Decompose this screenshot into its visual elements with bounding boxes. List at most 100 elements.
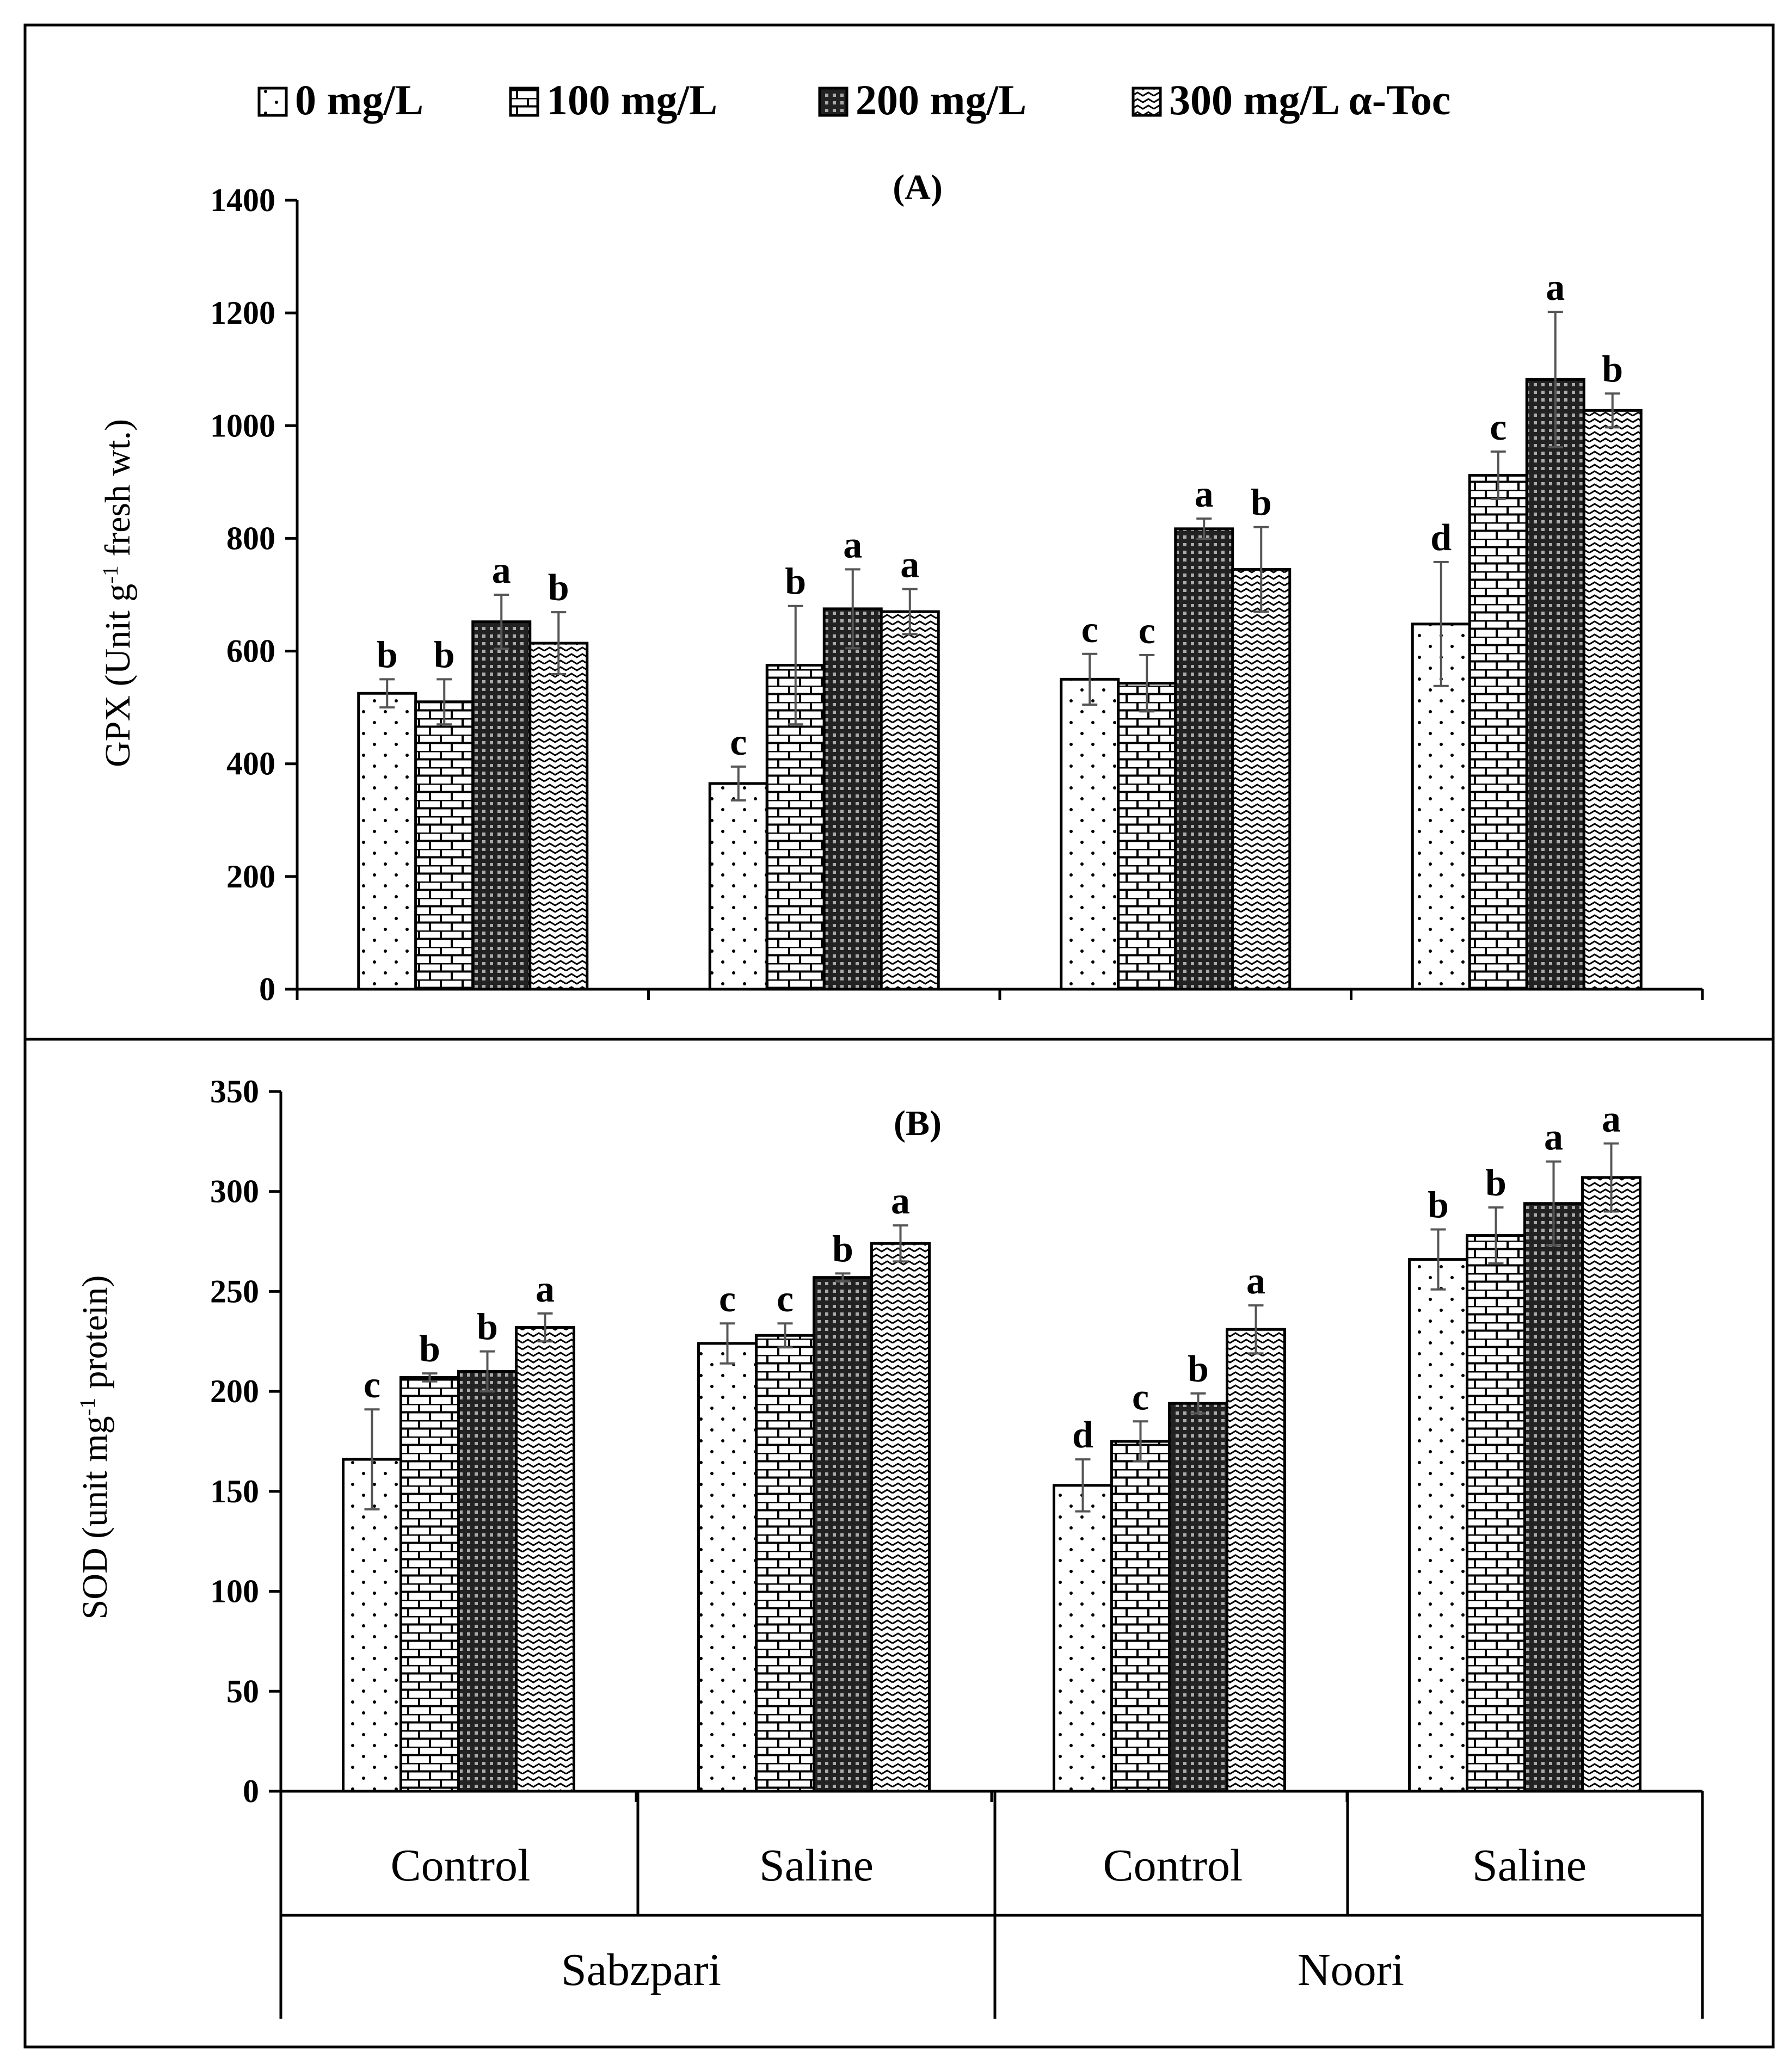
plot-a-letter-0mg-2: c <box>1081 609 1098 651</box>
legend: 0 mg/L 100 mg/L 200 mg/L 300 mg/L α-Toc <box>257 76 1450 124</box>
plot-b-bar-300mg-3 <box>1581 1176 1641 1793</box>
plot-a-ytick-label: 1200 <box>210 295 275 331</box>
plot-a-ytick-label: 400 <box>226 746 275 782</box>
plot-a-bar-100mg-3 <box>1468 473 1528 991</box>
plot-b-bar-200mg-1 <box>813 1276 873 1793</box>
plot-a-letter-300mg-1: a <box>900 544 919 586</box>
category-table <box>279 1791 1704 2019</box>
legend-label-300mg: 300 mg/L α-Toc <box>1169 76 1450 124</box>
plot-a-bar-0mg-0 <box>357 692 417 991</box>
plot-b-letter-200mg-2: b <box>1188 1348 1209 1390</box>
plot-a-bar-200mg-3 <box>1525 378 1585 991</box>
legend-label-100mg: 100 mg/L <box>546 76 717 124</box>
plot-a-ytick-label: 1000 <box>210 408 275 443</box>
plot-a-ytick-label: 1400 <box>210 182 275 218</box>
plot-a-bar-100mg-2 <box>1117 682 1177 991</box>
plot-b-ytick-label: 0 <box>243 1773 259 1809</box>
plot-b-bar-0mg-1 <box>697 1342 758 1793</box>
plot-a-letter-100mg-0: b <box>434 634 455 676</box>
plot-b-bar-300mg-0 <box>515 1326 575 1793</box>
legend-item-100mg: 100 mg/L <box>509 76 717 124</box>
plot-a-letter-200mg-1: a <box>843 524 862 566</box>
plot-a-letter-100mg-2: c <box>1139 610 1155 652</box>
plot-a-bar-300mg-2 <box>1231 568 1292 991</box>
plot-b-letter-100mg-1: c <box>777 1278 794 1320</box>
legend-label-0mg: 0 mg/L <box>295 76 423 124</box>
plot-b-letter-200mg-0: b <box>477 1306 498 1348</box>
plot-b-letter-300mg-2: a <box>1246 1260 1265 1302</box>
xcat-sabzpari-control: Control <box>391 1840 531 1891</box>
plot-b-letter-200mg-3: a <box>1544 1117 1563 1158</box>
plot-a-letter-300mg-0: b <box>548 567 569 609</box>
plot-a-letter-0mg-3: d <box>1430 517 1452 559</box>
plot-a-letter-200mg-0: a <box>492 550 511 591</box>
plot-a-bar-100mg-0 <box>414 700 475 991</box>
plot-a-letter-300mg-2: b <box>1251 482 1272 524</box>
xcat-noori-control: Control <box>1103 1840 1243 1891</box>
plot-b-ytick-label: 250 <box>210 1273 259 1309</box>
plot-b-letter-0mg-3: b <box>1428 1185 1449 1226</box>
plot-b-letter-300mg-3: a <box>1602 1099 1621 1140</box>
plot-b-letter-100mg-0: b <box>419 1328 440 1370</box>
plot-b-letter-100mg-2: c <box>1132 1376 1149 1418</box>
group-noori: Noori <box>1298 1945 1404 1995</box>
plot-b-ytick-label: 150 <box>210 1473 259 1509</box>
plot-a-bar-0mg-2 <box>1060 677 1120 991</box>
plot-a-bar-200mg-0 <box>471 620 532 991</box>
plot-a-letter-0mg-1: c <box>730 721 747 763</box>
plot-b-letter-300mg-0: a <box>536 1268 555 1310</box>
plot-b-bar-300mg-2 <box>1226 1328 1286 1793</box>
plot-a-ytick-label: 0 <box>259 971 275 1007</box>
plot-b-bar-100mg-1 <box>755 1334 815 1793</box>
plot-b-bar-0mg-2 <box>1053 1484 1113 1793</box>
plot-b-ytick-label: 300 <box>210 1174 259 1210</box>
plot-b-bar-100mg-3 <box>1466 1234 1526 1793</box>
plot-b-bar-200mg-3 <box>1523 1202 1584 1793</box>
legend-item-300mg: 300 mg/L α-Toc <box>1132 76 1450 124</box>
plot-a-letter-100mg-1: b <box>785 561 806 603</box>
plot-a-bar-200mg-2 <box>1174 527 1234 991</box>
legend-item-200mg: 200 mg/L <box>818 76 1026 124</box>
plot-a-letter-0mg-0: b <box>377 634 398 676</box>
plot-b-bar-100mg-0 <box>399 1376 460 1793</box>
plot-b-bar-0mg-3 <box>1408 1258 1468 1793</box>
plot-a-bar-200mg-1 <box>822 607 883 991</box>
plot-a-ytick-label: 800 <box>226 520 275 556</box>
plot-a-letter-300mg-3: b <box>1602 348 1623 390</box>
plot-a-bar-300mg-3 <box>1582 409 1643 991</box>
panel-b-ylabel: SOD (unit mg-1 protein) <box>75 1275 115 1620</box>
plot-b-bar-100mg-2 <box>1110 1440 1171 1793</box>
panel-a-ylabel: GPX (Unit g-1 fresh wt.) <box>98 419 138 767</box>
plot-a-bar-0mg-1 <box>708 782 768 991</box>
xcat-noori-saline: Saline <box>1472 1840 1587 1891</box>
plot-b-letter-0mg-0: c <box>364 1364 380 1406</box>
plot-b-letter-300mg-1: a <box>891 1180 910 1222</box>
legend-label-200mg: 200 mg/L <box>856 76 1026 124</box>
plot-b-ytick-label: 100 <box>210 1574 259 1609</box>
panel-a-title: (A) <box>893 168 943 207</box>
plot-b-letter-0mg-2: d <box>1072 1414 1093 1456</box>
legend-item-0mg: 0 mg/L <box>257 76 423 124</box>
plot-b-ytick-label: 200 <box>210 1373 259 1409</box>
plot-a-bar-300mg-1 <box>880 610 940 991</box>
plot-b-bar-200mg-0 <box>457 1370 518 1793</box>
plot-a-ytick-label: 600 <box>226 633 275 669</box>
plot-b-letter-100mg-3: b <box>1485 1162 1507 1204</box>
plot-b-bar-200mg-2 <box>1168 1402 1228 1793</box>
plot-b-ytick-label: 350 <box>210 1074 259 1109</box>
xcat-sabzpari-saline: Saline <box>759 1840 874 1891</box>
group-sabzpari: Sabzpari <box>561 1945 721 1995</box>
plot-a-bar-300mg-0 <box>528 642 589 991</box>
plot-b-bar-300mg-1 <box>870 1242 931 1793</box>
panel-b-title: (B) <box>894 1103 942 1143</box>
plot-b-letter-0mg-1: c <box>719 1278 736 1320</box>
plot-a-letter-100mg-3: c <box>1490 406 1507 448</box>
plot-b-letter-200mg-1: b <box>832 1228 853 1270</box>
plot-b-bar-0mg-0 <box>342 1458 402 1793</box>
plot-a-letter-200mg-3: a <box>1546 267 1565 309</box>
plot-a-letter-200mg-2: a <box>1195 473 1214 515</box>
plot-b-ytick-label: 50 <box>226 1673 259 1709</box>
